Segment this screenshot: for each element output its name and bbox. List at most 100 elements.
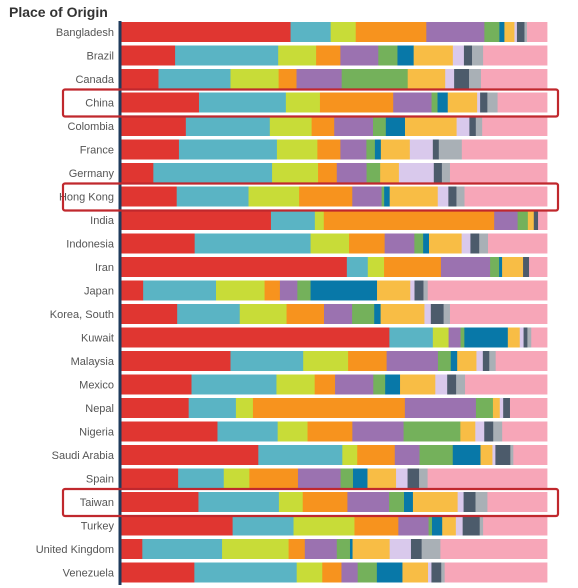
bar-segment (472, 45, 484, 66)
bar-segment (239, 304, 287, 324)
category-label: Germany (69, 168, 115, 180)
bar-segment (428, 233, 463, 254)
bar-segment (121, 351, 231, 371)
bar-segment (330, 22, 357, 42)
bar-segment (121, 139, 180, 160)
bar-segment (307, 421, 353, 442)
bar-segment (482, 116, 548, 136)
bar-segment (507, 327, 521, 348)
bar-segment (421, 539, 441, 559)
bar-segment (494, 210, 519, 230)
bar-segment (175, 45, 279, 66)
bar-segment (448, 327, 461, 348)
bar-segment (349, 539, 353, 559)
bar-segment (461, 139, 548, 160)
bar-segment (121, 492, 199, 512)
bar-segment (269, 116, 313, 136)
bar-segment (299, 186, 353, 207)
bar-segment (431, 515, 443, 536)
bar-segment (121, 445, 259, 465)
bar-segment (419, 445, 454, 465)
bar-segment (340, 139, 367, 160)
bar-segment (394, 445, 420, 465)
bar-segment (428, 562, 432, 583)
bar-segment (523, 257, 530, 277)
bar-segment (475, 421, 485, 442)
bar-segment (376, 562, 403, 583)
bar-segment (427, 468, 548, 489)
bar-segment (393, 92, 432, 113)
bar-segment (509, 398, 548, 418)
bar-segment (381, 186, 385, 207)
bar-segment (398, 515, 429, 536)
bar-segment (194, 562, 298, 583)
bar-segment (457, 351, 477, 371)
bar-segment (352, 186, 383, 207)
bar-segment (432, 327, 449, 348)
bar-segment (373, 374, 386, 395)
bar-segment (502, 421, 548, 442)
bar-segment (538, 210, 548, 230)
bar-segment (334, 116, 374, 136)
bar-segment (499, 22, 505, 42)
bar-segment (397, 45, 415, 66)
bar-segment (396, 468, 408, 489)
bar-segment (335, 374, 374, 395)
bar-segment (194, 233, 311, 254)
bar-segment (493, 421, 503, 442)
bar-segment (366, 163, 381, 183)
bar-segment (431, 562, 442, 583)
bar-segment (488, 233, 548, 254)
bar-segment (367, 257, 385, 277)
bar-segment (460, 421, 476, 442)
bar-segment (303, 351, 349, 371)
bar-segment (477, 92, 481, 113)
bar-segment (264, 280, 281, 301)
bars-layer (121, 22, 548, 583)
bar-segment (503, 398, 511, 418)
bar-segment (249, 468, 299, 489)
bar-segment (302, 492, 348, 512)
bar-segment (340, 45, 379, 66)
bar-segment (497, 92, 548, 113)
bar-segment (419, 468, 428, 489)
bar-segment (373, 116, 387, 136)
bar-segment (380, 304, 425, 324)
category-label: Kuwait (81, 333, 114, 345)
bar-segment (513, 445, 548, 465)
bar-segment (222, 539, 289, 559)
bar-segment (469, 69, 482, 89)
bar-segment (178, 468, 225, 489)
bar-segment (378, 45, 398, 66)
category-label: Taiwan (80, 497, 114, 509)
bar-segment (531, 327, 548, 348)
bar-segment (423, 280, 429, 301)
bar-segment (423, 233, 430, 254)
bar-segment (426, 22, 485, 42)
bar-segment (461, 233, 471, 254)
bar-segment (322, 562, 342, 583)
bar-segment (310, 280, 378, 301)
bar-segment (121, 116, 187, 136)
bar-segment (405, 116, 457, 136)
bar-segment (121, 163, 154, 183)
bar-segment (318, 163, 338, 183)
bar-segment (177, 304, 241, 324)
category-label: Iran (95, 262, 114, 274)
bar-segment (121, 468, 179, 489)
bar-segment (519, 327, 524, 348)
bar-segment (384, 186, 391, 207)
category-label: United Kingdom (36, 544, 114, 556)
category-label: Brazil (86, 51, 114, 63)
bar-segment (352, 421, 404, 442)
bar-segment (121, 398, 190, 418)
bar-segment (352, 468, 368, 489)
bar-segment (217, 421, 279, 442)
bar-segment (407, 468, 420, 489)
bar-segment (524, 22, 528, 42)
bar-segment (386, 351, 439, 371)
bar-segment (499, 257, 503, 277)
bar-segment (374, 304, 381, 324)
bar-segment (121, 257, 348, 277)
bar-segment (223, 468, 250, 489)
